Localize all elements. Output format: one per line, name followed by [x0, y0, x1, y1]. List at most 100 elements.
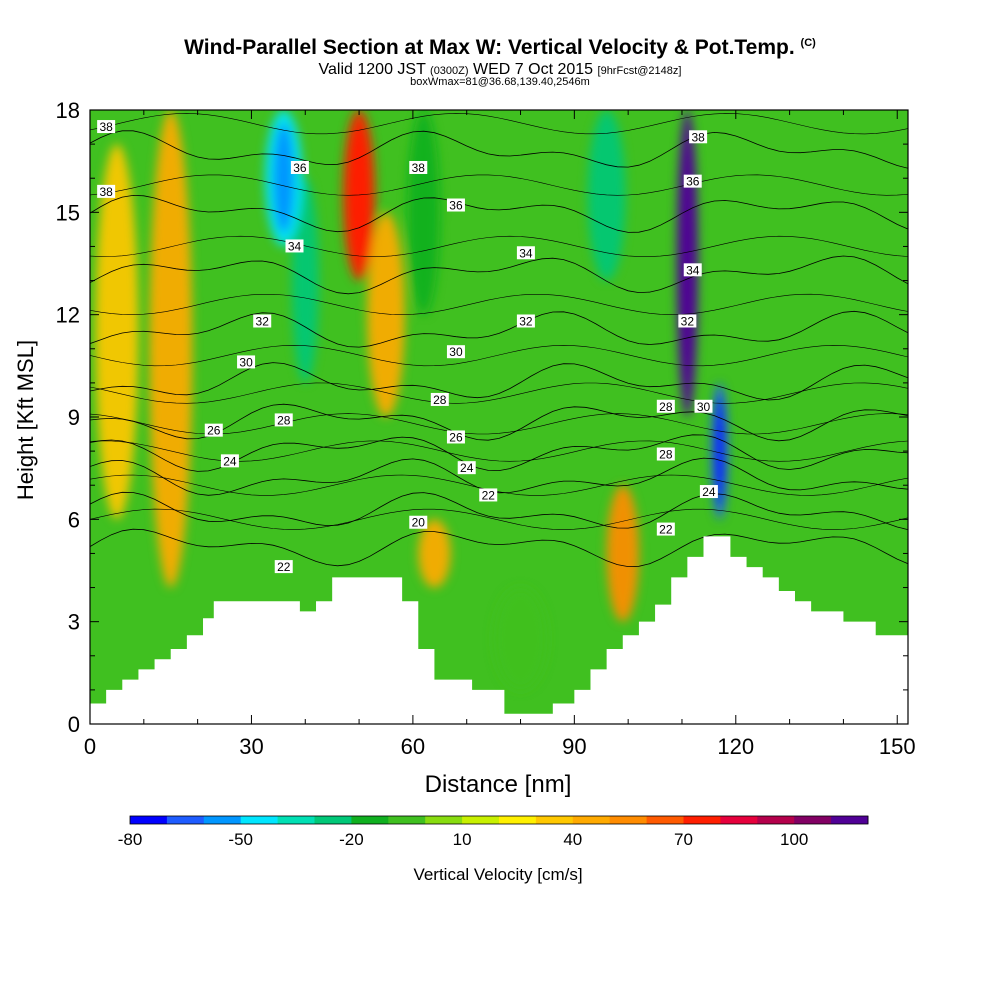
theta-contour — [90, 235, 908, 257]
x-tick-label: 30 — [239, 734, 263, 759]
colorbar: -80 -50 -20 10 40 70 100 — [118, 815, 869, 849]
contour-label-text: 22 — [482, 488, 496, 502]
contour-label: 24 — [699, 485, 718, 499]
contour-label-box — [253, 314, 272, 328]
velocity-cell — [418, 519, 451, 588]
x-tick-label: 90 — [562, 734, 586, 759]
contour-label-box — [516, 314, 535, 328]
contour-label: 22 — [656, 522, 675, 537]
contour-label-box — [689, 130, 708, 144]
contour-label: 30 — [237, 355, 256, 369]
contour-label-box — [446, 345, 465, 359]
colorbar-swatch — [720, 816, 758, 824]
velocity-cell — [95, 144, 139, 520]
contour-label-box — [699, 485, 718, 499]
x-tick-label: 0 — [84, 734, 96, 759]
contour-label-box — [683, 174, 702, 188]
valid-time-line: Valid 1200 JST (0300Z) WED 7 Oct 2015 [9… — [318, 61, 682, 78]
theta-contour — [90, 310, 908, 348]
velocity-cell — [407, 110, 440, 315]
terrain — [90, 536, 908, 724]
boxwmax-line: boxWmax=81@36.68,139.40,2546m — [410, 76, 590, 88]
colorbar-swatch — [351, 816, 389, 824]
contour-label-text: 36 — [293, 161, 307, 175]
velocity-cell — [493, 587, 548, 690]
theta-contour — [90, 194, 908, 233]
colorbar-frame — [129, 815, 869, 825]
contour-label-box — [409, 515, 428, 529]
contour-label-box — [446, 198, 465, 212]
colorbar-swatch — [240, 816, 279, 824]
contour-label-text: 38 — [412, 161, 426, 175]
contour-label-box — [479, 488, 498, 502]
colorbar-tick-label: 10 — [453, 830, 472, 849]
y-tick-label: 15 — [56, 200, 80, 225]
theta-contour — [90, 174, 908, 196]
velocity-cell — [149, 110, 193, 588]
contour-label: 38 — [97, 184, 116, 199]
copyright-mark: (C) — [800, 37, 816, 49]
contour-label-box — [237, 355, 256, 369]
contour-label: 36 — [290, 160, 309, 175]
contour-label: 34 — [516, 246, 535, 260]
contour-label-text: 20 — [412, 516, 426, 530]
theta-contour — [90, 130, 908, 169]
theta-contour — [90, 491, 908, 530]
velocity-core — [715, 396, 725, 506]
contour-label-text: 28 — [433, 393, 447, 407]
velocity-core — [273, 123, 295, 233]
colorbar-swatch — [425, 816, 463, 824]
contour-label: 24 — [457, 461, 476, 475]
contour-label-text: 34 — [519, 246, 533, 260]
theta-contour — [90, 508, 908, 530]
velocity-cell — [606, 485, 639, 622]
contour-label-box — [446, 430, 465, 444]
contour-label: 22 — [479, 488, 498, 502]
contour-label-box — [274, 560, 293, 574]
colorbar-swatch — [277, 816, 315, 824]
contour-label-box — [457, 461, 476, 475]
theta-contour — [90, 113, 908, 135]
contour-label: 30 — [694, 399, 713, 414]
contour-label-text: 30 — [697, 400, 711, 414]
theta-contour — [90, 362, 908, 401]
colorbar-label: Vertical Velocity [cm/s] — [413, 865, 582, 884]
contour-label-text: 34 — [686, 263, 700, 277]
contour-label: 30 — [446, 345, 465, 359]
contour-label-text: 36 — [449, 199, 463, 213]
contour-label-text: 34 — [288, 239, 302, 253]
contour-label-text: 32 — [681, 314, 695, 328]
contour-label: 38 — [689, 130, 708, 144]
theta-contours — [90, 113, 908, 568]
colorbar-swatch — [683, 816, 721, 824]
contour-label: 32 — [253, 314, 272, 328]
plot-area: 38 38 36 38 36 34 34 32 32 30 30 28 28 26 26 24 24 22 20 22… — [90, 110, 908, 724]
x-tick-label: 60 — [401, 734, 425, 759]
y-tick-label: 6 — [68, 507, 80, 532]
y-tick-label: 3 — [68, 610, 80, 635]
velocity-cell — [587, 110, 626, 281]
contour-label: 34 — [285, 239, 304, 253]
contour-label-box — [204, 423, 223, 437]
contour-label-text: 38 — [691, 130, 705, 144]
colorbar-swatch — [831, 816, 869, 824]
contour-label: 36 — [683, 174, 702, 189]
contour-label: 26 — [446, 430, 465, 444]
contour-label: 28 — [656, 447, 675, 462]
x-tick-label: 150 — [879, 734, 916, 759]
contour-label-text: 26 — [449, 430, 463, 444]
contour-label-box — [694, 399, 713, 413]
contour-label-box — [683, 263, 702, 277]
theta-contour — [90, 457, 908, 496]
colorbar-tick-label: -50 — [228, 830, 253, 849]
contour-label-box — [516, 246, 535, 260]
contour-label-box — [678, 314, 697, 328]
colorbar-tick-label: 70 — [674, 830, 693, 849]
theta-contour — [90, 474, 908, 496]
contour-label: 20 — [409, 515, 428, 530]
contour-label-box — [409, 160, 428, 174]
colorbar-swatch — [794, 816, 832, 824]
contour-labels: 38 38 36 38 36 34 34 32 32 30 30 28 28 26 26 24 24 22 20 22… — [97, 120, 718, 574]
